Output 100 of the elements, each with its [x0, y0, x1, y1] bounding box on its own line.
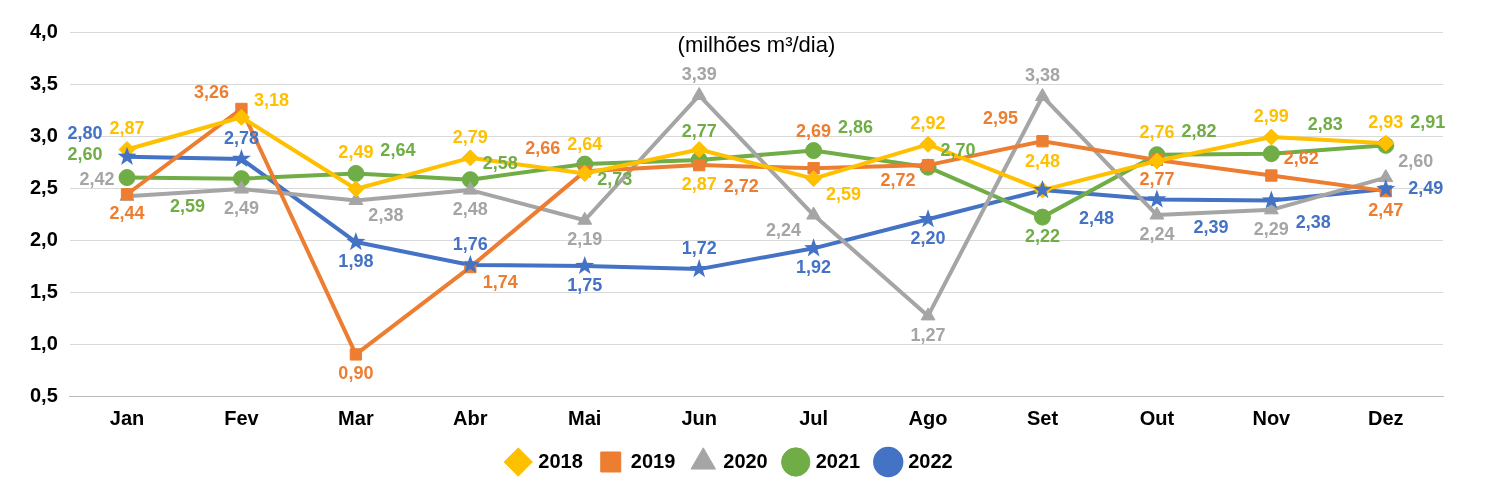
data-label: 2,72 — [880, 170, 916, 191]
point — [1378, 169, 1394, 183]
point — [1376, 179, 1396, 198]
data-label: 2,24 — [766, 220, 802, 241]
x-tick-label: Mai — [568, 406, 602, 429]
y-tick-label: 2,0 — [29, 227, 58, 250]
legend-label: 2021 — [815, 449, 861, 472]
point — [577, 211, 593, 225]
data-label: 2,66 — [525, 137, 561, 158]
data-label: 2,87 — [109, 118, 145, 139]
data-label: 2,49 — [223, 198, 259, 219]
data-label: 0,90 — [338, 363, 374, 384]
data-label: 1,98 — [338, 251, 374, 272]
data-label: 2,82 — [1181, 121, 1217, 142]
y-tick-label: 3,0 — [29, 123, 58, 146]
data-label: 2,76 — [1139, 121, 1175, 142]
data-label: 2,69 — [796, 121, 832, 142]
point — [461, 149, 479, 167]
data-label: 2,86 — [838, 117, 874, 138]
y-tick-label: 1,0 — [29, 331, 58, 354]
point — [234, 180, 249, 194]
data-label: 2,79 — [452, 126, 488, 147]
x-tick-label: Jan — [109, 406, 145, 429]
x-tick-label: Nov — [1252, 406, 1292, 429]
data-label: 2,60 — [67, 144, 103, 165]
data-label: 2,29 — [1253, 218, 1289, 239]
x-tick-label: Out — [1139, 406, 1175, 429]
data-label: 2,48 — [1078, 207, 1115, 228]
point — [805, 170, 823, 188]
point — [347, 180, 365, 198]
point — [232, 108, 250, 126]
point — [1036, 135, 1049, 148]
data-label: 3,26 — [193, 81, 229, 102]
data-label: 2,48 — [1024, 151, 1061, 172]
x-tick-label: Abr — [453, 406, 488, 429]
data-label: 2,19 — [567, 229, 603, 250]
data-label: 2,73 — [597, 169, 633, 190]
data-label: 2,72 — [723, 176, 759, 197]
point — [346, 232, 366, 251]
point — [575, 256, 595, 275]
point — [118, 169, 136, 187]
legend-label: 2022 — [908, 449, 953, 472]
data-label: 2,95 — [982, 107, 1019, 128]
data-label: 2,48 — [452, 199, 488, 220]
y-tick-label: 4,0 — [29, 19, 58, 42]
data-label: 2,39 — [1193, 217, 1229, 238]
data-label: 1,75 — [567, 274, 603, 295]
point — [1147, 189, 1167, 208]
data-label: 2,59 — [826, 183, 862, 204]
x-tick-label: Jul — [799, 406, 829, 429]
data-label: 1,76 — [452, 233, 488, 254]
x-tick-label: Fev — [224, 406, 260, 429]
data-label: 2,49 — [338, 142, 374, 163]
data-label: 2,60 — [1398, 150, 1434, 171]
data-label: 2,47 — [1368, 200, 1404, 221]
point — [117, 146, 137, 165]
data-label: 2,42 — [79, 169, 115, 190]
point — [231, 148, 251, 167]
data-label: 3,39 — [681, 64, 717, 85]
point — [806, 206, 822, 220]
data-label: 2,22 — [1024, 226, 1061, 247]
y-tick-label: 2,5 — [29, 175, 58, 198]
data-label: 2,59 — [169, 196, 205, 217]
data-label: 2,38 — [1295, 211, 1331, 232]
point — [693, 158, 706, 172]
data-label: 2,64 — [567, 134, 603, 155]
data-label: 3,38 — [1024, 65, 1061, 86]
data-label: 1,72 — [681, 238, 717, 259]
data-label: 1,74 — [482, 272, 518, 293]
point — [1149, 206, 1165, 220]
point — [1262, 145, 1280, 163]
data-label: 2,80 — [67, 123, 103, 144]
legend-label: 2018 — [538, 449, 583, 472]
point — [349, 348, 363, 361]
point — [1261, 190, 1281, 209]
data-label: 2,44 — [109, 203, 145, 224]
point — [576, 164, 594, 182]
data-label: 2,38 — [368, 205, 404, 226]
data-label: 2,77 — [1139, 168, 1175, 189]
data-label: 3,18 — [253, 90, 289, 111]
data-label: 1,27 — [910, 324, 946, 345]
data-label: 2,91 — [1410, 111, 1446, 132]
legend-label: 2019 — [630, 449, 676, 472]
data-label: 2,99 — [1253, 106, 1289, 127]
point — [920, 307, 936, 321]
legend-label: 2020 — [723, 449, 768, 472]
data-label: 2,20 — [910, 228, 946, 249]
data-label: 2,49 — [1408, 178, 1444, 199]
x-tick-label: Jun — [681, 406, 717, 429]
point — [690, 141, 708, 159]
x-tick-label: Set — [1026, 406, 1059, 429]
data-label: 2,77 — [681, 120, 717, 141]
point — [460, 254, 480, 274]
data-label: 2,92 — [910, 113, 946, 134]
point — [919, 135, 937, 153]
data-label: 2,62 — [1283, 148, 1319, 169]
y-tick-label: 0,5 — [29, 383, 58, 406]
point — [1262, 128, 1280, 146]
point — [805, 142, 823, 160]
y-tick-label: 1,5 — [29, 279, 58, 302]
